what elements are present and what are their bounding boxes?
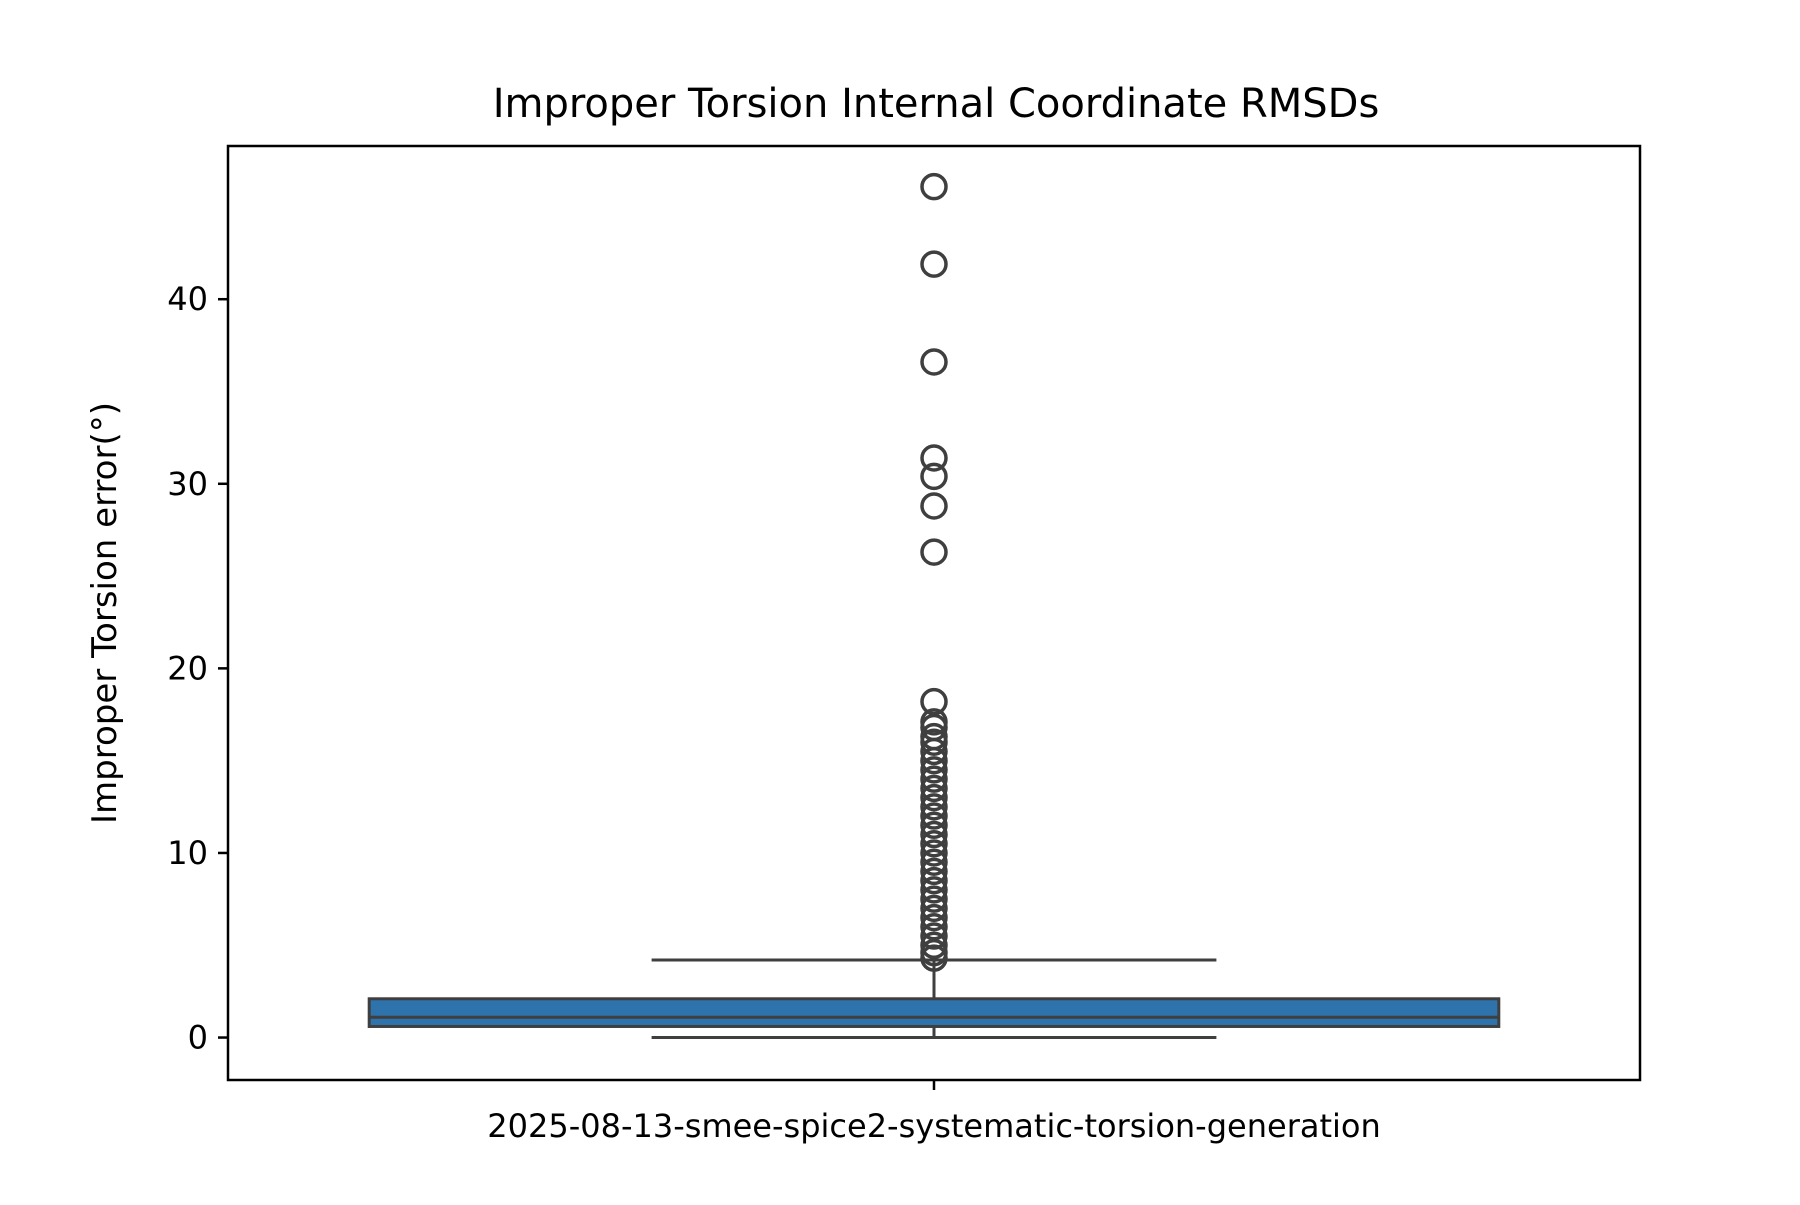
x-tick-label: 2025-08-13-smee-spice2-systematic-torsio… [487, 1107, 1381, 1145]
outlier-point [920, 876, 948, 904]
outlier-point [920, 811, 948, 840]
outlier-point [920, 756, 948, 784]
y-tick-label: 10 [167, 834, 208, 872]
outlier-point [920, 931, 948, 960]
outlier-point [920, 866, 948, 895]
iqr-box [367, 997, 1501, 1028]
outlier-point [920, 774, 948, 803]
outlier-point [920, 913, 948, 941]
y-tick-label: 20 [167, 649, 208, 687]
outlier-point [920, 885, 948, 913]
outlier-point [920, 708, 948, 736]
outlier-point [920, 687, 948, 716]
outlier-point [920, 348, 948, 376]
y-axis-label: Improper Torsion error(°) [85, 402, 125, 824]
outlier-point [920, 903, 948, 932]
y-tick-label: 40 [167, 280, 208, 318]
outlier-point [920, 857, 948, 886]
y-axis-ticks: 0 10 20 30 40 [167, 280, 228, 1057]
outlier-point [920, 172, 948, 201]
y-tick-label: 30 [167, 465, 208, 503]
outlier-point [920, 922, 948, 950]
outlier-point [920, 462, 948, 491]
outlier-point [920, 829, 948, 858]
outlier-point [920, 839, 948, 867]
outlier-point [920, 783, 948, 812]
outlier-point [920, 793, 948, 821]
outlier-point [920, 894, 948, 923]
outlier-point [920, 444, 948, 472]
outlier-point [920, 492, 948, 520]
y-tick-label: 0 [188, 1019, 208, 1057]
outlier-point [920, 250, 948, 278]
outlier-point [920, 820, 948, 849]
outlier-point [920, 802, 948, 830]
chart-title: Improper Torsion Internal Coordinate RMS… [493, 81, 1380, 127]
outlier-point [920, 538, 948, 566]
boxes-layer [367, 172, 1501, 1040]
outlier-point [920, 722, 948, 751]
outlier-point [920, 765, 948, 793]
outlier-point [920, 938, 948, 967]
outlier-point [920, 848, 948, 876]
x-axis-ticks: 2025-08-13-smee-spice2-systematic-torsio… [487, 1080, 1381, 1145]
